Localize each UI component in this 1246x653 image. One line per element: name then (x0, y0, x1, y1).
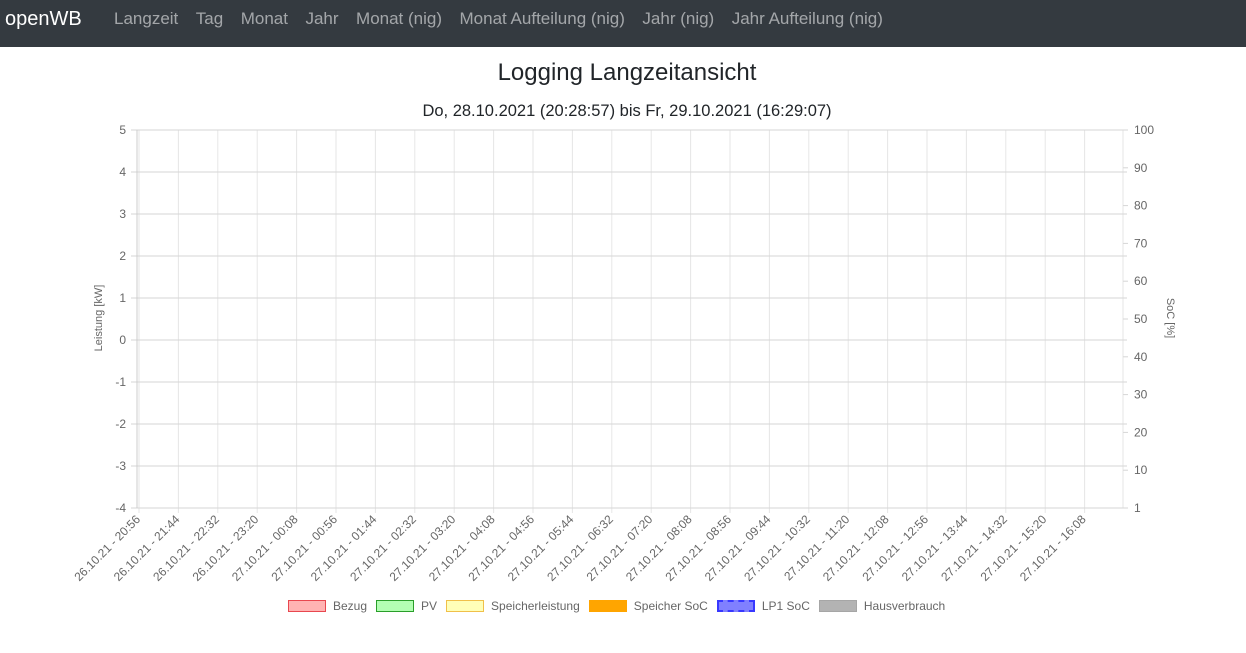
y-tick-label: 3 (119, 207, 126, 221)
y-tick-label: 2 (119, 249, 126, 263)
y2-tick-label: 80 (1134, 199, 1148, 213)
legend-swatch (588, 600, 627, 612)
legend-label: Speicherleistung (491, 599, 580, 613)
legend-label: LP1 SoC (761, 599, 810, 613)
legend-swatch (288, 600, 326, 612)
chart-grid (131, 129, 1127, 513)
y2-tick-label: 10 (1134, 463, 1148, 477)
legend-item[interactable]: Hausverbrauch (818, 599, 946, 613)
y2-tick-label: 90 (1134, 161, 1148, 175)
y2-tick-label: 100 (1134, 123, 1154, 137)
legend-item[interactable]: Speicher SoC (588, 599, 708, 613)
legend-swatch (818, 600, 857, 612)
nav-link-jahr-aufteilung-nig[interactable]: Jahr Aufteilung (nig) (731, 9, 883, 28)
y2-tick-label: 30 (1134, 388, 1148, 402)
y-tick-label: 5 (119, 123, 126, 137)
nav-link-jahr[interactable]: Jahr (305, 9, 339, 28)
legend-item[interactable]: PV (376, 599, 437, 613)
y2-tick-label: 60 (1134, 274, 1148, 288)
y-tick-label: -1 (115, 375, 126, 389)
legend-label: PV (421, 599, 438, 613)
y-axis-label: Leistung [kW] (93, 285, 105, 352)
nav-link-langzeit[interactable]: Langzeit (114, 9, 179, 28)
date-range: Do, 28.10.2021 (20:28:57) bis Fr, 29.10.… (422, 102, 832, 120)
legend-swatch (446, 600, 485, 612)
x-tick-label: 26.10.21 - 20:56 (71, 512, 143, 584)
y-tick-label: -2 (115, 417, 126, 431)
y-tick-label: 4 (119, 165, 126, 179)
legend-label: Speicher SoC (633, 599, 708, 613)
nav-link-monat-nig[interactable]: Monat (nig) (356, 9, 443, 28)
legend-item[interactable]: Speicherleistung (446, 599, 580, 613)
y2-axis-label: SoC [%] (1164, 298, 1176, 338)
legend-label: Bezug (333, 599, 368, 613)
y2-tick-label: 1 (1134, 501, 1141, 515)
chart-axes: 543210-1-2-3-4100908070605040302010126.1… (71, 123, 1154, 584)
nav-link-jahr-nig[interactable]: Jahr (nig) (642, 9, 715, 28)
legend-swatch (376, 600, 415, 612)
legend-item[interactable]: LP1 SoC (716, 599, 810, 613)
y-tick-label: -4 (115, 501, 126, 515)
power-chart: 543210-1-2-3-4100908070605040302010126.1… (71, 123, 1176, 584)
y2-tick-label: 20 (1134, 425, 1148, 439)
nav-link-monat[interactable]: Monat (240, 9, 288, 28)
legend-swatch (716, 600, 755, 612)
y2-tick-label: 40 (1134, 350, 1148, 364)
y2-tick-label: 50 (1134, 312, 1148, 326)
navbar: openWB Langzeit Tag Monat Jahr Monat (ni… (0, 0, 1246, 47)
legend-item[interactable]: Bezug (288, 599, 367, 613)
chart-legend: Bezug PV Speicherleistung Speicher SoC LP1 S… (288, 598, 954, 614)
y-tick-label: 0 (119, 333, 126, 347)
nav-links: Langzeit Tag Monat Jahr Monat (nig) Mona… (114, 9, 900, 29)
y-tick-label: 1 (119, 291, 126, 305)
y-tick-label: -3 (115, 459, 126, 473)
nav-link-monat-aufteilung-nig[interactable]: Monat Aufteilung (nig) (459, 9, 625, 28)
legend-label: Hausverbrauch (863, 599, 946, 613)
navbar-brand[interactable]: openWB (5, 8, 82, 30)
page-title: Logging Langzeitansicht (497, 59, 757, 86)
nav-link-tag[interactable]: Tag (195, 9, 224, 28)
y2-tick-label: 70 (1134, 236, 1148, 250)
